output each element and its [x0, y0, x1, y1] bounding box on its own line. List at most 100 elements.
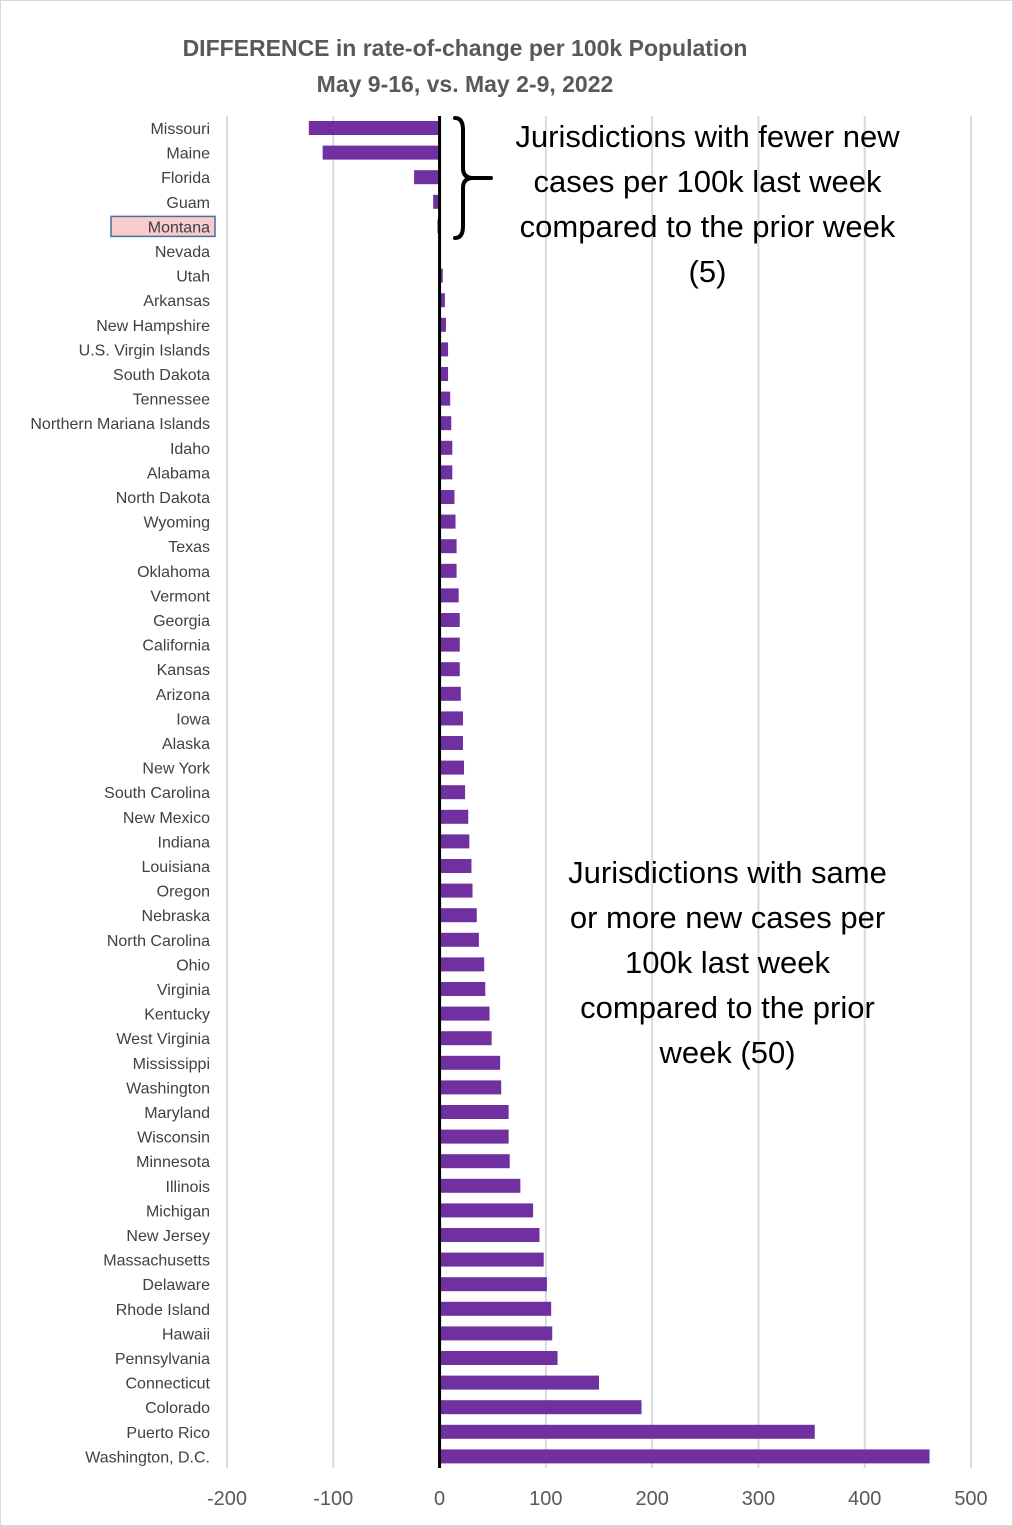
category-label: Rhode Island: [116, 1302, 210, 1319]
bar: [439, 1154, 510, 1169]
bar: [439, 1252, 544, 1267]
bar: [439, 613, 460, 627]
category-label: Vermont: [150, 588, 210, 605]
category-label: Mississippi: [133, 1056, 210, 1073]
bar: [439, 490, 455, 504]
category-label: Pennsylvania: [115, 1351, 210, 1368]
bar: [439, 416, 452, 431]
category-label: Georgia: [153, 613, 210, 630]
category-label: Idaho: [170, 441, 210, 458]
curly-brace: [453, 116, 493, 240]
bar: [439, 1400, 642, 1415]
bar: [439, 539, 457, 554]
category-label: Wisconsin: [137, 1130, 210, 1147]
category-label: Oklahoma: [137, 564, 210, 581]
bar: [439, 1105, 509, 1119]
x-tick-label: 200: [635, 1488, 668, 1510]
bar: [439, 1055, 501, 1070]
bar: [439, 736, 463, 750]
bar: [414, 170, 440, 185]
bar: [439, 809, 469, 824]
bar: [439, 563, 457, 578]
bar: [439, 1178, 521, 1193]
category-label: U.S. Virgin Islands: [79, 342, 210, 359]
category-label: Texas: [168, 539, 210, 556]
category-label: Iowa: [176, 711, 210, 728]
x-tick-label: -100: [313, 1488, 353, 1510]
category-label: Oregon: [157, 884, 210, 901]
bar: [439, 1031, 492, 1046]
chart-title-line-2: May 9-16, vs. May 2-9, 2022: [316, 71, 614, 97]
bar: [308, 121, 440, 135]
bar: [322, 145, 440, 160]
annotation-fewer-cases: Jurisdictions with fewer new cases per 1…: [515, 119, 900, 289]
category-label: Louisiana: [142, 859, 211, 876]
category-label: New York: [142, 761, 211, 778]
category-label: Guam: [166, 195, 210, 212]
bar: [439, 1301, 552, 1316]
bar: [439, 367, 449, 381]
category-label: Kentucky: [144, 1007, 210, 1024]
category-label: Maryland: [144, 1105, 210, 1122]
category-label: Florida: [161, 170, 210, 187]
x-tick-label: 400: [848, 1488, 881, 1510]
gridlines: [226, 116, 972, 1468]
bar: [439, 1277, 547, 1292]
category-label: California: [142, 638, 210, 655]
x-axis-tick-labels: -200 -100 0 100 200 300 400 500: [207, 1488, 988, 1510]
bar: [439, 859, 472, 873]
bar: [439, 957, 485, 972]
bar: [439, 465, 453, 480]
category-label: Kansas: [157, 662, 210, 679]
category-label: New Mexico: [123, 810, 210, 827]
bar: [439, 1424, 815, 1439]
bar: [439, 662, 460, 677]
category-label: New Jersey: [126, 1228, 210, 1245]
category-label: Minnesota: [136, 1154, 210, 1171]
category-label: Indiana: [158, 834, 211, 851]
bar: [439, 440, 453, 455]
bar: [439, 1228, 540, 1242]
annotation-more-cases: Jurisdictions with same or more new case…: [568, 855, 887, 1070]
bar: [439, 1351, 558, 1365]
bar: [439, 908, 477, 923]
bar: [439, 342, 449, 357]
category-label: Northern Mariana Islands: [30, 416, 210, 433]
bar: [439, 834, 470, 849]
bar: [433, 194, 440, 209]
category-label: Ohio: [176, 957, 210, 974]
category-label: Nevada: [155, 244, 210, 261]
category-label: Connecticut: [126, 1376, 211, 1393]
category-label: Alabama: [147, 465, 210, 482]
category-label: South Carolina: [104, 785, 210, 802]
bar: [439, 1203, 534, 1218]
category-label: North Carolina: [107, 933, 210, 950]
category-label: Utah: [176, 269, 210, 286]
bar: [439, 293, 445, 308]
bar: [439, 391, 451, 406]
x-tick-label: 300: [742, 1488, 775, 1510]
highlight-box: [110, 215, 216, 238]
bar: [439, 1129, 509, 1144]
category-label: Virginia: [157, 982, 210, 999]
category-label: Washington, D.C.: [85, 1449, 210, 1466]
chart-title: DIFFERENCE in rate-of-change per 100k Po…: [0, 30, 930, 102]
bar: [439, 1375, 599, 1390]
bar: [439, 268, 443, 283]
bar: [439, 760, 465, 775]
chart-title-line-1: DIFFERENCE in rate-of-change per 100k Po…: [182, 35, 748, 61]
category-label: Tennessee: [133, 392, 210, 409]
bar: [439, 932, 479, 947]
category-label: Montana: [148, 219, 210, 236]
category-label: North Dakota: [116, 490, 210, 507]
category-label: Missouri: [150, 121, 210, 138]
bar: [439, 883, 473, 898]
category-label: Alaska: [162, 736, 210, 753]
bar: [439, 1449, 930, 1464]
category-label: Wyoming: [143, 515, 210, 532]
bar: [439, 686, 461, 701]
bar: [439, 711, 463, 726]
category-label: Arizona: [156, 687, 210, 704]
category-label: Illinois: [166, 1179, 210, 1196]
